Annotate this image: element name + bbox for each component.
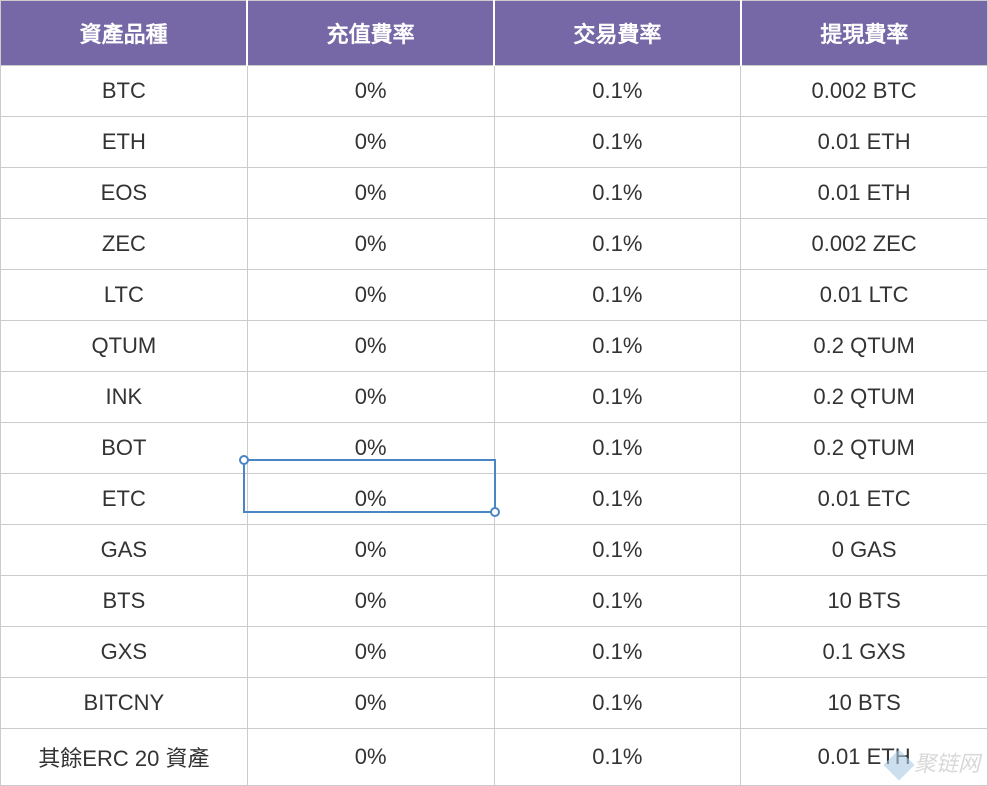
- table-row: ZEC0%0.1%0.002 ZEC: [1, 219, 988, 270]
- table-cell[interactable]: 0.1 GXS: [741, 627, 988, 678]
- table-cell[interactable]: 0%: [247, 627, 494, 678]
- table-cell[interactable]: 0.01 ETH: [741, 729, 988, 786]
- table-cell[interactable]: 0%: [247, 525, 494, 576]
- table-cell[interactable]: 0.01 ETH: [741, 168, 988, 219]
- table-cell[interactable]: 0%: [247, 372, 494, 423]
- table-row: 其餘ERC 20 資產0%0.1%0.01 ETH: [1, 729, 988, 786]
- table-cell[interactable]: 0.1%: [494, 576, 741, 627]
- table-cell[interactable]: 0.01 ETH: [741, 117, 988, 168]
- table-cell[interactable]: 10 BTS: [741, 678, 988, 729]
- table-cell[interactable]: INK: [1, 372, 248, 423]
- table-cell[interactable]: 0%: [247, 117, 494, 168]
- table-cell[interactable]: 0%: [247, 219, 494, 270]
- table-row: QTUM0%0.1%0.2 QTUM: [1, 321, 988, 372]
- table-cell[interactable]: 0.1%: [494, 678, 741, 729]
- header-trade-fee: 交易費率: [494, 1, 741, 66]
- table-cell[interactable]: 0.1%: [494, 321, 741, 372]
- table-cell[interactable]: 0.2 QTUM: [741, 372, 988, 423]
- table-row: BITCNY0%0.1%10 BTS: [1, 678, 988, 729]
- table-body: BTC0%0.1%0.002 BTCETH0%0.1%0.01 ETHEOS0%…: [1, 66, 988, 786]
- table-row: BOT0%0.1%0.2 QTUM: [1, 423, 988, 474]
- table-cell[interactable]: 0.01 LTC: [741, 270, 988, 321]
- table-cell[interactable]: 其餘ERC 20 資產: [1, 729, 248, 786]
- table-row: LTC0%0.1%0.01 LTC: [1, 270, 988, 321]
- table-cell[interactable]: 0.1%: [494, 474, 741, 525]
- header-withdraw-fee: 提現費率: [741, 1, 988, 66]
- table-header-row: 資產品種 充值費率 交易費率 提現費率: [1, 1, 988, 66]
- table-cell[interactable]: BITCNY: [1, 678, 248, 729]
- table-cell[interactable]: 0.1%: [494, 270, 741, 321]
- table-cell[interactable]: 0%: [247, 729, 494, 786]
- table-cell[interactable]: QTUM: [1, 321, 248, 372]
- table-cell[interactable]: 0%: [247, 474, 494, 525]
- table-cell[interactable]: 0.002 BTC: [741, 66, 988, 117]
- table-cell[interactable]: 0.1%: [494, 117, 741, 168]
- table-row: EOS0%0.1%0.01 ETH: [1, 168, 988, 219]
- table-cell[interactable]: 0.1%: [494, 372, 741, 423]
- table-cell[interactable]: 0.1%: [494, 168, 741, 219]
- table-row: ETC0%0.1%0.01 ETC: [1, 474, 988, 525]
- table-cell[interactable]: 0%: [247, 321, 494, 372]
- table-cell[interactable]: 0.1%: [494, 423, 741, 474]
- table-cell[interactable]: GXS: [1, 627, 248, 678]
- table-cell[interactable]: 0%: [247, 576, 494, 627]
- table-cell[interactable]: BTC: [1, 66, 248, 117]
- fee-table: 資產品種 充值費率 交易費率 提現費率 BTC0%0.1%0.002 BTCET…: [0, 0, 988, 786]
- table-cell[interactable]: 0.002 ZEC: [741, 219, 988, 270]
- table-cell[interactable]: 0 GAS: [741, 525, 988, 576]
- table-cell[interactable]: EOS: [1, 168, 248, 219]
- table-cell[interactable]: 0.1%: [494, 219, 741, 270]
- table-cell[interactable]: 0.1%: [494, 627, 741, 678]
- header-asset: 資產品種: [1, 1, 248, 66]
- table-cell[interactable]: 0%: [247, 270, 494, 321]
- header-deposit-fee: 充值費率: [247, 1, 494, 66]
- table-cell[interactable]: 10 BTS: [741, 576, 988, 627]
- table-cell[interactable]: GAS: [1, 525, 248, 576]
- table-cell[interactable]: 0.1%: [494, 729, 741, 786]
- table-row: ETH0%0.1%0.01 ETH: [1, 117, 988, 168]
- table-cell[interactable]: 0%: [247, 423, 494, 474]
- table-cell[interactable]: 0.2 QTUM: [741, 321, 988, 372]
- table-cell[interactable]: 0%: [247, 66, 494, 117]
- table-row: BTC0%0.1%0.002 BTC: [1, 66, 988, 117]
- table-row: GXS0%0.1%0.1 GXS: [1, 627, 988, 678]
- table-cell[interactable]: 0%: [247, 678, 494, 729]
- table-cell[interactable]: ETC: [1, 474, 248, 525]
- table-cell[interactable]: 0.1%: [494, 66, 741, 117]
- table-cell[interactable]: 0.2 QTUM: [741, 423, 988, 474]
- table-cell[interactable]: ZEC: [1, 219, 248, 270]
- table-cell[interactable]: 0.1%: [494, 525, 741, 576]
- table-cell[interactable]: LTC: [1, 270, 248, 321]
- table-cell[interactable]: ETH: [1, 117, 248, 168]
- table-row: INK0%0.1%0.2 QTUM: [1, 372, 988, 423]
- table-cell[interactable]: 0%: [247, 168, 494, 219]
- table-cell[interactable]: 0.01 ETC: [741, 474, 988, 525]
- table-cell[interactable]: BTS: [1, 576, 248, 627]
- table-row: BTS0%0.1%10 BTS: [1, 576, 988, 627]
- table-cell[interactable]: BOT: [1, 423, 248, 474]
- table-row: GAS0%0.1%0 GAS: [1, 525, 988, 576]
